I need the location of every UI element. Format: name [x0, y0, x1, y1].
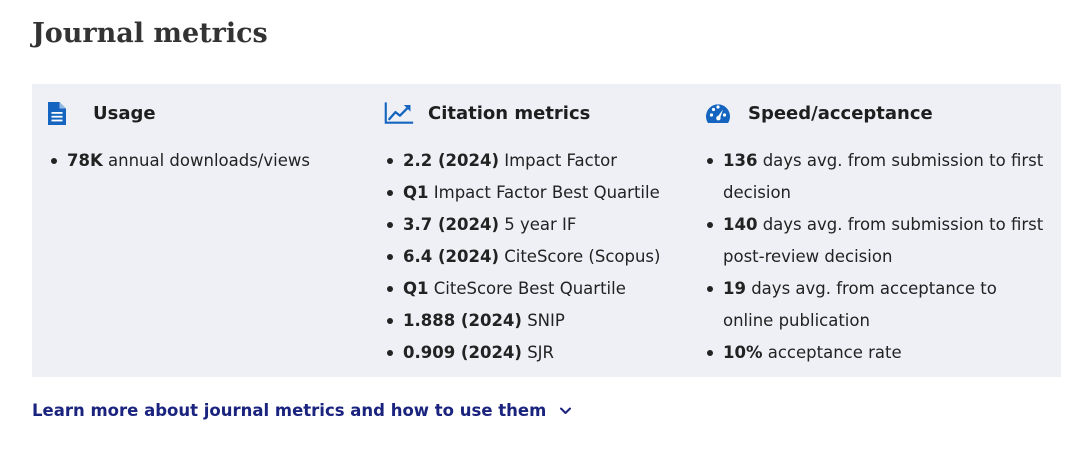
- metric-item: 19 days avg. from acceptance to online p…: [704, 273, 1049, 337]
- metric-item: Q1 CiteScore Best Quartile: [384, 273, 694, 305]
- speed-list: 136 days avg. from submission to first d…: [704, 145, 1049, 369]
- metric-item: Q1 Impact Factor Best Quartile: [384, 177, 694, 209]
- metric-item: 0.909 (2024) SJR: [384, 337, 694, 369]
- metric-item: 1.888 (2024) SNIP: [384, 305, 694, 337]
- metric-item: 2.2 (2024) Impact Factor: [384, 145, 694, 177]
- metric-label: Impact Factor Best Quartile: [428, 183, 660, 202]
- metric-value: 136: [723, 151, 758, 170]
- metric-label: CiteScore Best Quartile: [428, 279, 626, 298]
- metric-value: 3.7 (2024): [403, 215, 499, 234]
- learn-more-link[interactable]: Learn more about journal metrics and how…: [32, 398, 572, 424]
- citation-title: Citation metrics: [428, 102, 591, 124]
- metric-value: 6.4 (2024): [403, 247, 499, 266]
- metric-label: days avg. from submission to first post-…: [723, 215, 1044, 266]
- metric-item: 10% acceptance rate: [704, 337, 1049, 369]
- metric-item: 6.4 (2024) CiteScore (Scopus): [384, 241, 694, 273]
- metric-value: 19: [723, 279, 746, 298]
- metrics-panel: Usage 78K annual downloads/views Citatio…: [32, 84, 1061, 377]
- speed-title: Speed/acceptance: [748, 102, 933, 124]
- metric-value: Q1: [403, 279, 429, 298]
- page-title: Journal metrics: [32, 18, 268, 49]
- metric-value: 140: [723, 215, 758, 234]
- metric-value: 2.2 (2024): [403, 151, 499, 170]
- chevron-down-icon: [560, 405, 572, 417]
- metric-item: 3.7 (2024) 5 year IF: [384, 209, 694, 241]
- metric-value: 10%: [723, 343, 763, 362]
- metric-label: 5 year IF: [498, 215, 577, 234]
- metric-label: days avg. from acceptance to online publ…: [723, 279, 997, 330]
- usage-column: Usage 78K annual downloads/views: [48, 97, 368, 177]
- metric-item: 78K annual downloads/views: [48, 145, 368, 177]
- metric-label: Impact Factor: [498, 151, 618, 170]
- speedometer-icon: [704, 98, 734, 128]
- line-chart-icon: [384, 98, 414, 128]
- usage-title: Usage: [93, 102, 156, 124]
- metric-label: CiteScore (Scopus): [498, 247, 661, 266]
- citation-column: Citation metrics 2.2 (2024) Impact Facto…: [384, 97, 694, 369]
- usage-list: 78K annual downloads/views: [48, 145, 368, 177]
- citation-header: Citation metrics: [384, 97, 694, 129]
- metric-label: SJR: [521, 343, 555, 362]
- speed-column: Speed/acceptance 136 days avg. from subm…: [704, 97, 1049, 369]
- usage-header: Usage: [48, 97, 368, 129]
- metric-label: SNIP: [521, 311, 565, 330]
- metric-value: 0.909 (2024): [403, 343, 522, 362]
- metric-label: annual downloads/views: [102, 151, 310, 170]
- metric-item: 136 days avg. from submission to first d…: [704, 145, 1049, 209]
- metric-value: Q1: [403, 183, 429, 202]
- learn-more-label: Learn more about journal metrics and how…: [32, 401, 547, 420]
- metric-label: acceptance rate: [762, 343, 902, 362]
- metric-value: 78K: [67, 151, 103, 170]
- metric-value: 1.888 (2024): [403, 311, 522, 330]
- document-icon: [48, 98, 78, 128]
- citation-list: 2.2 (2024) Impact Factor Q1 Impact Factor…: [384, 145, 694, 369]
- metric-label: days avg. from submission to first decis…: [723, 151, 1044, 202]
- metric-item: 140 days avg. from submission to first p…: [704, 209, 1049, 273]
- speed-header: Speed/acceptance: [704, 97, 1049, 129]
